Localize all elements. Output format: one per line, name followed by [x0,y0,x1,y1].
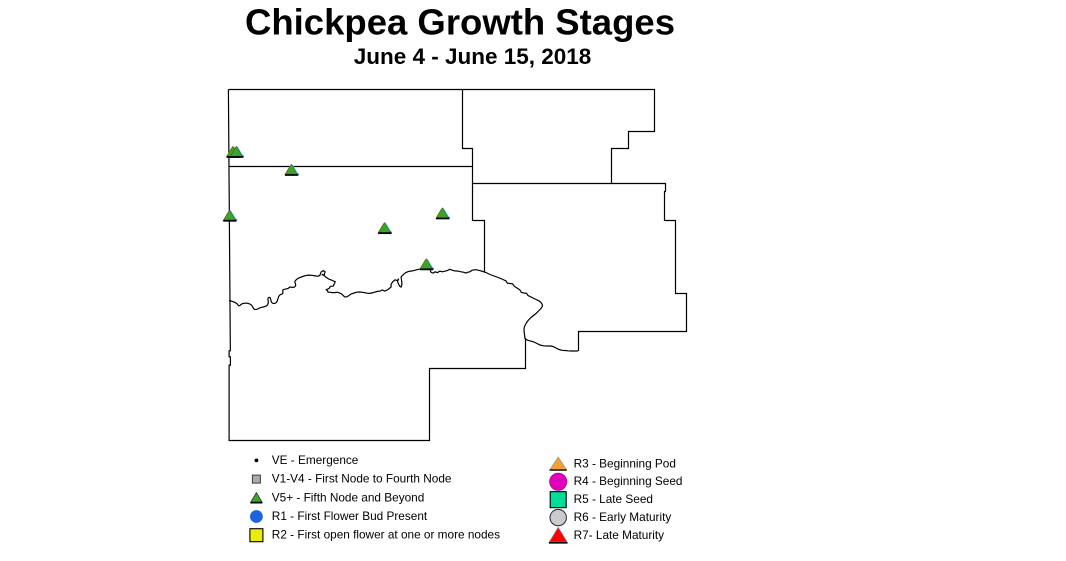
svg-text:R3 - Beginning Pod: R3 - Beginning Pod [574,456,676,470]
svg-text:R6 - Early Maturity: R6 - Early Maturity [574,510,672,524]
svg-text:R1 - First Flower Bud Present: R1 - First Flower Bud Present [272,509,428,523]
svg-text:V5+ - Fifth Node and Beyond: V5+ - Fifth Node and Beyond [272,490,424,504]
svg-text:R7- Late Maturity: R7- Late Maturity [574,528,665,542]
svg-text:June 4 - June 15, 2018: June 4 - June 15, 2018 [354,44,592,69]
svg-text:VE - Emergence: VE - Emergence [272,453,359,467]
svg-text:V1-V4 - First Node to Fourth N: V1-V4 - First Node to Fourth Node [272,472,452,486]
svg-text:R5 - Late Seed: R5 - Late Seed [574,492,653,506]
svg-text:R4 - Beginning Seed: R4 - Beginning Seed [574,474,683,488]
svg-text:R2 - First open flower at one: R2 - First open flower at one or more no… [272,528,500,542]
svg-text:Chickpea Growth Stages: Chickpea Growth Stages [245,2,675,43]
